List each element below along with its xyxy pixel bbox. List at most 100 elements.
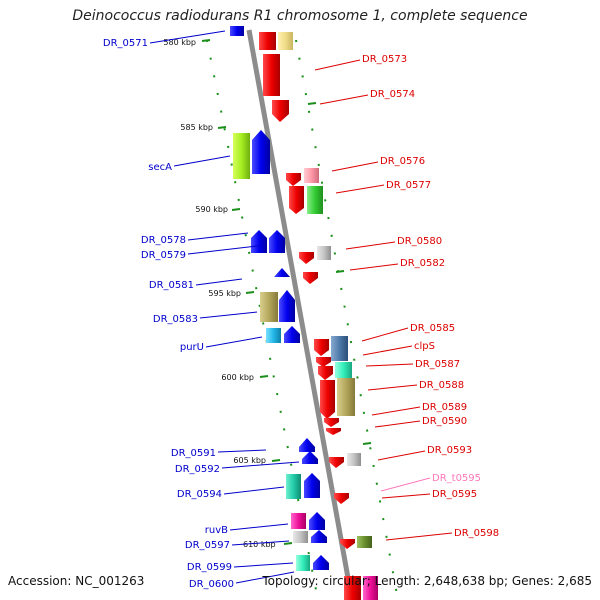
gene-dr0585[interactable] <box>314 339 329 356</box>
label-dr0579[interactable]: DR_0579 <box>141 250 186 261</box>
gene-dr0578[interactable] <box>251 230 267 253</box>
gene-dr0598-a[interactable] <box>340 539 355 549</box>
label-seca[interactable]: secA <box>148 162 172 173</box>
label-dr0590[interactable]: DR_0590 <box>422 416 467 427</box>
ruler-ticks <box>201 39 372 545</box>
label-dr0591[interactable]: DR_0591 <box>171 448 216 459</box>
label-dr0598[interactable]: DR_0598 <box>454 528 499 539</box>
left-leader-lines <box>149 30 300 584</box>
ruler-label-595: 595 kbp <box>208 289 241 298</box>
gene-dr0589[interactable] <box>324 418 339 427</box>
gene-seca-b[interactable] <box>252 130 270 174</box>
gene-dr0597-b[interactable] <box>311 530 327 543</box>
label-dr0574[interactable]: DR_0574 <box>370 89 415 100</box>
label-ruvb[interactable]: ruvB <box>205 525 228 536</box>
ruler-tick-600 <box>259 375 269 378</box>
gene-top-tan[interactable] <box>278 32 293 50</box>
gene-dr0593-b[interactable] <box>347 453 361 466</box>
label-clps[interactable]: clpS <box>414 341 435 352</box>
label-dr0594[interactable]: DR_0594 <box>177 489 222 500</box>
gene-dr0593-a[interactable] <box>329 457 344 468</box>
gene-dr0594-a[interactable] <box>286 474 301 499</box>
label-dr0595[interactable]: DR_0595 <box>432 489 477 500</box>
gene-dr0599-b[interactable] <box>313 555 329 570</box>
label-dr0576[interactable]: DR_0576 <box>380 156 425 167</box>
gene-dr0598-b[interactable] <box>357 536 372 548</box>
right-leader-lines <box>314 59 453 541</box>
gene-top-red[interactable] <box>259 32 276 50</box>
gene-dr0577-a[interactable] <box>289 186 304 214</box>
outer-tick-2 <box>335 270 345 273</box>
reverse-strand-genes <box>230 26 329 571</box>
gene-dr0576-pink[interactable] <box>304 168 319 183</box>
gene-clps-b[interactable] <box>316 357 331 367</box>
label-dr0599[interactable]: DR_0599 <box>187 562 232 573</box>
gene-dr0588-b[interactable] <box>320 380 335 419</box>
label-dr0582[interactable]: DR_0582 <box>400 258 445 269</box>
label-dr0581[interactable]: DR_0581 <box>149 280 194 291</box>
trna-leader-line <box>380 477 431 492</box>
ruler-tick-610 <box>283 542 293 545</box>
gene-dr0579[interactable] <box>269 230 285 253</box>
ruler-label-605: 605 kbp <box>233 456 266 465</box>
label-dr0597[interactable]: DR_0597 <box>185 540 230 551</box>
label-puru[interactable]: purU <box>180 342 204 353</box>
gene-dr0587[interactable] <box>335 362 352 378</box>
ruler-label-600: 600 kbp <box>221 373 254 382</box>
label-dr0573[interactable]: DR_0573 <box>362 54 407 65</box>
label-dr0593[interactable]: DR_0593 <box>427 445 472 456</box>
gene-puru-b[interactable] <box>284 326 300 343</box>
gene-dr0576[interactable] <box>286 173 301 186</box>
gene-dr0577-b[interactable] <box>307 186 323 214</box>
gene-bottom-magenta[interactable] <box>363 576 378 600</box>
gene-dr0587-b[interactable] <box>318 366 333 380</box>
gene-dr0594-b[interactable] <box>304 473 320 498</box>
gene-clps[interactable] <box>331 336 348 361</box>
label-dr0577[interactable]: DR_0577 <box>386 180 431 191</box>
gene-dr0574[interactable] <box>272 100 289 122</box>
gene-ruvb[interactable] <box>291 513 306 529</box>
gene-dr0581[interactable] <box>274 268 290 277</box>
gene-dr0583-a[interactable] <box>260 292 278 322</box>
ruler-tick-605 <box>271 459 281 462</box>
label-dr0578[interactable]: DR_0578 <box>141 235 186 246</box>
label-dr0592[interactable]: DR_0592 <box>175 464 220 475</box>
gene-ruvb-b[interactable] <box>309 512 325 530</box>
gene-dr0588[interactable] <box>337 378 355 416</box>
gene-seca-a[interactable] <box>233 133 250 179</box>
ruler-tick-580 <box>201 39 211 42</box>
gene-dr0582[interactable] <box>303 272 318 284</box>
outer-tick-1 <box>307 102 317 105</box>
ruler-tick-585 <box>217 126 227 129</box>
label-dr0587[interactable]: DR_0587 <box>415 359 460 370</box>
label-dr0571[interactable]: DR_0571 <box>103 38 148 49</box>
label-dr0600[interactable]: DR_0600 <box>189 579 234 590</box>
gene-dr0580-b[interactable] <box>317 246 331 260</box>
label-dr0585[interactable]: DR_0585 <box>410 323 455 334</box>
gene-dr0583-b[interactable] <box>279 290 295 322</box>
label-dr0583[interactable]: DR_0583 <box>153 314 198 325</box>
gene-dr0571[interactable] <box>230 26 244 36</box>
gene-bottom-red[interactable] <box>344 576 361 600</box>
ruler-label-580: 580 kbp <box>163 38 196 47</box>
summary-text: Topology: circular; Length: 2,648,638 bp… <box>262 574 592 588</box>
label-dr0589[interactable]: DR_0589 <box>422 402 467 413</box>
gene-dr0592[interactable] <box>302 451 318 464</box>
gene-dr0580-a[interactable] <box>299 252 314 264</box>
ruler-label-610: 610 kbp <box>243 540 276 549</box>
label-dr-t0595[interactable]: DR_t0595 <box>432 473 481 484</box>
gene-dr0599[interactable] <box>296 555 310 571</box>
label-dr0580[interactable]: DR_0580 <box>397 236 442 247</box>
accession-text: Accession: NC_001263 <box>8 574 145 588</box>
gene-dr0590[interactable] <box>326 428 341 435</box>
gene-dr0595[interactable] <box>334 493 349 504</box>
gene-dr0591[interactable] <box>299 438 315 452</box>
gene-dr0573[interactable] <box>263 54 280 96</box>
gene-dr0597[interactable] <box>293 531 308 543</box>
map-title: Deinococcus radiodurans R1 chromosome 1,… <box>72 8 528 24</box>
gene-puru-a[interactable] <box>266 328 281 343</box>
chromosome-backbone <box>246 29 355 600</box>
ruler-label-585: 585 kbp <box>180 123 213 132</box>
outer-ruler-track <box>295 39 399 600</box>
label-dr0588[interactable]: DR_0588 <box>419 380 464 391</box>
